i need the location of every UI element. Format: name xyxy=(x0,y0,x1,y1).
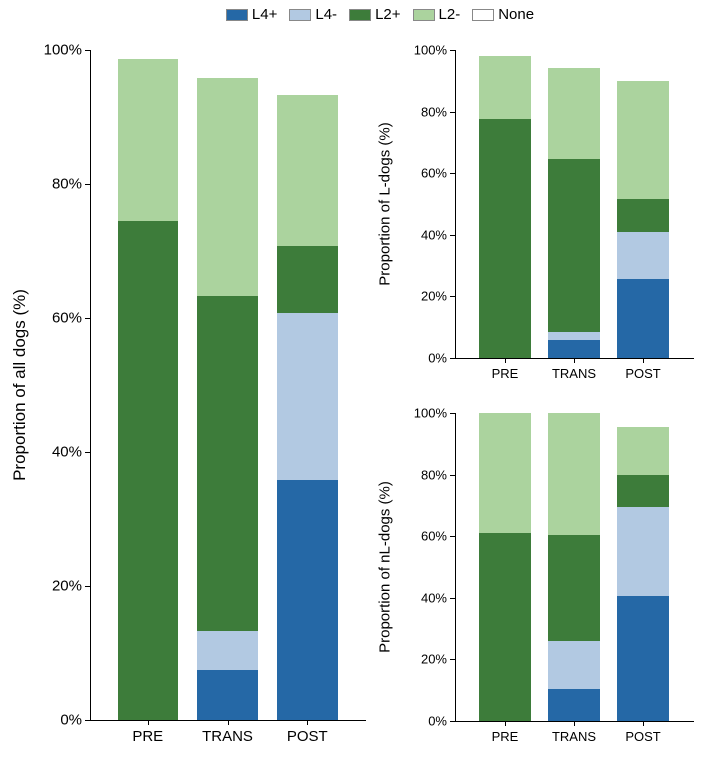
x-tick-mark xyxy=(643,721,644,726)
stacked-bar xyxy=(617,413,669,721)
y-tick-mark xyxy=(450,721,455,722)
y-tick-mark xyxy=(450,413,455,414)
bar-segment xyxy=(617,507,669,596)
y-tick-mark xyxy=(450,659,455,660)
bar-segment xyxy=(548,641,600,689)
bar-segment xyxy=(617,475,669,507)
y-tick-mark xyxy=(450,536,455,537)
x-tick-label: TRANS xyxy=(552,729,596,744)
y-tick-label: 80% xyxy=(405,467,447,482)
y-tick-label: 0% xyxy=(405,714,447,729)
bar-segment xyxy=(617,596,669,721)
x-tick-label: POST xyxy=(625,729,660,744)
y-tick-mark xyxy=(450,475,455,476)
bar-segment xyxy=(617,413,669,427)
bar-segment xyxy=(617,427,669,475)
x-tick-mark xyxy=(574,721,575,726)
y-tick-label: 60% xyxy=(405,529,447,544)
bar-segment xyxy=(548,689,600,721)
bar-segment xyxy=(479,413,531,533)
x-tick-mark xyxy=(505,721,506,726)
x-tick-label: PRE xyxy=(492,729,519,744)
chart-nl-dogs: 0% 20% 40% 60% 80% 100% Proportion of nL-dogs … xyxy=(0,0,709,764)
y-tick-label: 20% xyxy=(405,652,447,667)
y-tick-mark xyxy=(450,598,455,599)
bar-segment xyxy=(548,413,600,535)
bar-segment xyxy=(548,535,600,641)
bar-segment xyxy=(479,533,531,721)
stacked-bar xyxy=(479,413,531,721)
y-tick-label: 40% xyxy=(405,590,447,605)
stacked-bar xyxy=(548,413,600,721)
y-tick-label: 100% xyxy=(405,406,447,421)
figure: L4+L4-L2+L2-None 0%20%40%60%80%100%Propo… xyxy=(0,0,709,764)
y-axis-title: Proportion of nL-dogs (%) xyxy=(377,481,394,653)
